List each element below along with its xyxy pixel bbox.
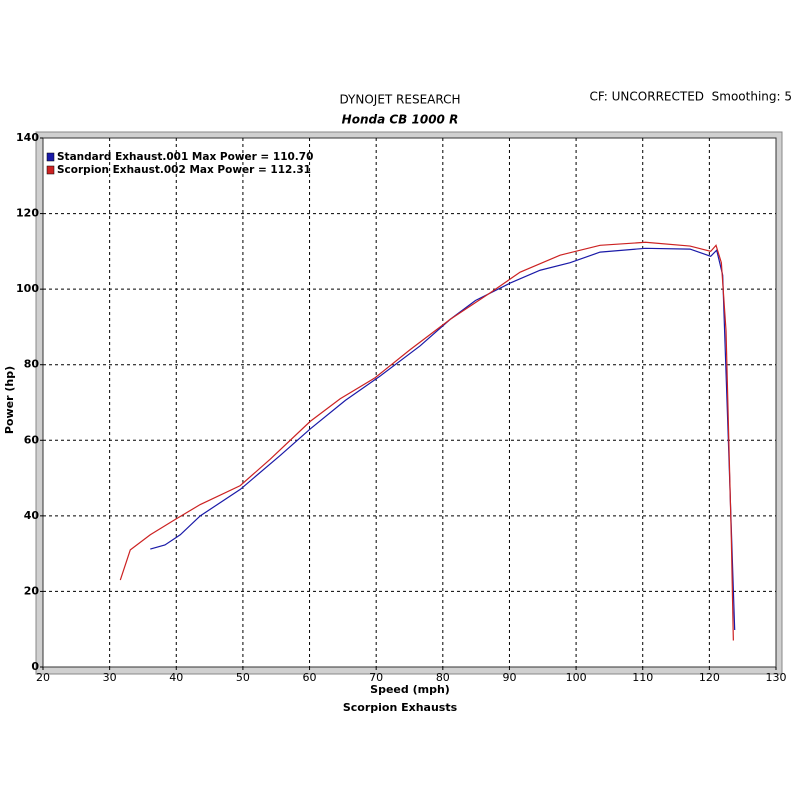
x-tick-label: 60 [303, 671, 317, 684]
power-curve [150, 247, 736, 630]
y-tick-label: 80 [24, 358, 40, 371]
x-tick-label: 70 [369, 671, 383, 684]
y-tick-label: 40 [24, 509, 40, 522]
footer: Scorpion Exhausts [343, 701, 458, 714]
y-tick-label: 20 [24, 584, 40, 597]
legend-label: Standard Exhaust.001 Max Power = 110.70 [57, 151, 313, 163]
x-tick-label: 40 [169, 671, 183, 684]
y-tick-label: 140 [16, 131, 39, 144]
y-tick-label: 120 [16, 207, 39, 220]
x-tick-label: 100 [566, 671, 587, 684]
chart-title: DYNOJET RESEARCH [339, 93, 460, 107]
x-tick-label: 20 [36, 671, 50, 684]
power-curve [119, 241, 734, 641]
y-tick-label: 60 [24, 433, 40, 446]
settings-note: CF: UNCORRECTED Smoothing: 5 [589, 90, 792, 104]
x-axis-label: Speed (mph) [370, 683, 450, 696]
plot-area [42, 137, 777, 668]
x-tick-label: 90 [502, 671, 516, 684]
x-tick-label: 30 [103, 671, 117, 684]
x-tick-label: 120 [699, 671, 720, 684]
x-tick-label: 130 [766, 671, 787, 684]
y-tick-label: 0 [31, 660, 39, 673]
y-axis-label: Power (hp) [3, 366, 16, 434]
y-tick-label: 100 [16, 282, 39, 295]
legend-swatch [46, 152, 55, 162]
chart-subtitle: Honda CB 1000 R [342, 113, 459, 127]
x-tick-label: 80 [436, 671, 450, 684]
legend-swatch [46, 165, 55, 175]
x-tick-label: 110 [632, 671, 653, 684]
legend-label: Scorpion Exhaust.002 Max Power = 112.31 [57, 164, 311, 176]
x-tick-label: 50 [236, 671, 250, 684]
